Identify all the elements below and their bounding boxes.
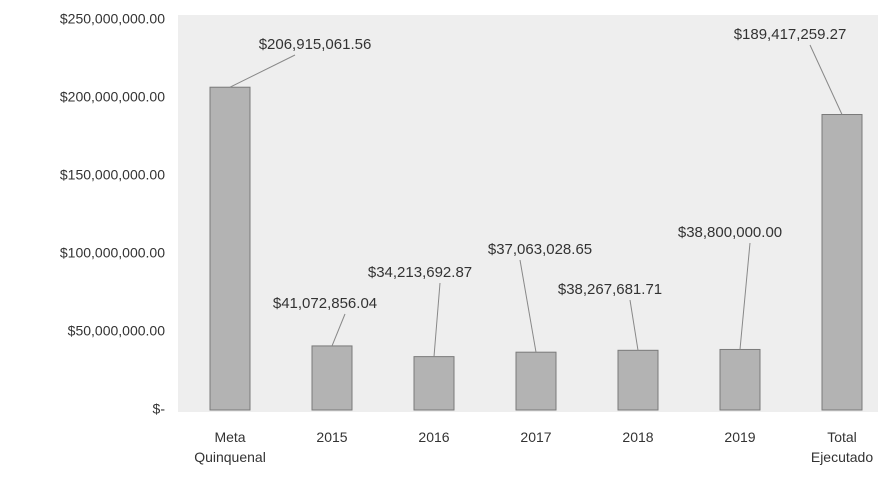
data-label: $38,267,681.71: [558, 281, 662, 298]
data-label: $206,915,061.56: [259, 36, 372, 53]
x-tick-label: 2015: [316, 429, 348, 445]
leader-line: [331, 313, 346, 347]
bar: [617, 349, 659, 411]
leader-line: [433, 282, 441, 357]
data-label: $34,213,692.87: [368, 264, 472, 281]
x-tick-label: Meta Quinquenal: [194, 429, 266, 465]
y-tick-label: $250,000,000.00: [60, 11, 165, 27]
leader-line: [629, 299, 639, 351]
leader-line: [809, 44, 843, 115]
x-tick-label: 2017: [520, 429, 552, 445]
x-tick-label: 2018: [622, 429, 654, 445]
bar: [515, 351, 557, 411]
leader-line: [519, 259, 537, 353]
bar: [311, 345, 353, 411]
x-tick-label: 2019: [724, 429, 756, 445]
y-tick-label: $50,000,000.00: [68, 323, 166, 339]
y-tick-label: $150,000,000.00: [60, 167, 165, 183]
x-tick-label: 2016: [418, 429, 450, 445]
bar: [719, 348, 761, 411]
leader-line: [739, 242, 751, 350]
data-label: $41,072,856.04: [273, 295, 377, 312]
y-tick-label: $200,000,000.00: [60, 89, 165, 105]
bar: [821, 114, 863, 411]
bar: [209, 86, 251, 411]
data-label: $38,800,000.00: [678, 224, 782, 241]
plot-area: [178, 15, 878, 412]
data-label: $189,417,259.27: [734, 26, 847, 43]
x-tick-label: Total Ejecutado: [810, 429, 874, 465]
data-label: $37,063,028.65: [488, 241, 592, 258]
bar: [413, 356, 455, 411]
y-tick-label: $-: [153, 401, 166, 417]
y-tick-label: $100,000,000.00: [60, 245, 165, 261]
leader-line: [229, 54, 296, 88]
